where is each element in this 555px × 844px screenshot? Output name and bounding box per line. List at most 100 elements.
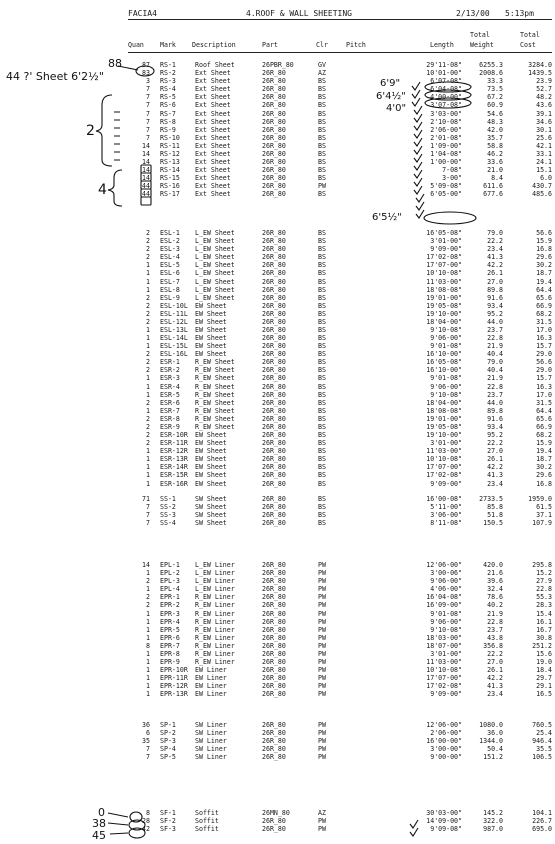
row-length: 9'10-08" (430, 326, 462, 334)
row-description: R_EW Sheet (195, 398, 235, 407)
row-part: 26R_80 (262, 293, 286, 302)
row-description: SW Liner (195, 753, 227, 762)
row-quan: 1 (146, 374, 150, 383)
row-length: 19'05-08" (426, 422, 462, 431)
row-weight: 21.9 (487, 609, 503, 618)
row-cost: 25.4 (536, 729, 552, 738)
column-header-rule (128, 52, 552, 53)
row-weight: 95.2 (487, 431, 503, 439)
row-cost: 30.2 (536, 261, 552, 270)
row-cost: 15.7 (536, 342, 552, 351)
row-description: L_EW Sheet (195, 253, 235, 262)
row-quan: 6 (146, 729, 150, 738)
row-quan: 2 (146, 431, 150, 439)
table-row: 1 ESL-5 L_EW Sheet 26R_80 BS 17'07-00" 42.2 30.… (0, 262, 555, 270)
row-clr: BS (318, 237, 326, 246)
row-mark: SP-4 (160, 745, 176, 754)
row-length: 19'10-00" (426, 309, 462, 318)
row-clr: BS (318, 479, 326, 488)
row-quan: 7 (146, 117, 150, 126)
row-weight: 33.6 (487, 158, 503, 166)
row-cost: 29.7 (536, 674, 552, 683)
row-cost: 16.8 (536, 479, 552, 488)
row-weight: 39.6 (487, 577, 503, 586)
row-weight: 73.5 (487, 85, 503, 94)
row-mark: RS-5 (160, 93, 176, 102)
row-part: 26R_80 (262, 585, 286, 594)
row-length: 5'09-08" (430, 182, 462, 191)
row-clr: AZ (318, 809, 326, 817)
row-mark: RS-12 (160, 149, 180, 158)
row-part: 26R_80 (262, 519, 286, 528)
row-quan: 1 (146, 447, 150, 456)
row-length: 17'07-00" (426, 463, 462, 472)
row-length: 19'01-00" (426, 414, 462, 423)
row-length: 3'01-00" (430, 439, 462, 448)
table-row: 1 ESR-7 R_EW Sheet 26R_80 BS 18'08-08" 89.8 64.… (0, 408, 555, 416)
row-weight: 356.8 (483, 641, 503, 650)
row-clr: PW (318, 825, 326, 834)
row-part: 26R_80 (262, 133, 286, 142)
row-cost: 30.1 (536, 125, 552, 134)
row-part: 26R_80 (262, 390, 286, 399)
row-part: 26R_80 (262, 261, 286, 270)
table-row: 1 EPR-3 R_EW Liner 26R_80 PW 9'01-08" 21.9 15.4 (0, 609, 555, 619)
row-weight: 91.6 (487, 293, 503, 302)
row-weight: 8.4 (491, 174, 503, 183)
table-row: 6 SP-2 SW Liner 26R_80 PW 2'06-00" 36.0 25.4 (0, 730, 555, 738)
row-part: 26R_80 (262, 245, 286, 254)
row-weight: 145.2 (483, 809, 503, 817)
row-length: 9'09-00" (430, 245, 462, 254)
row-length: 18'04-00" (426, 317, 462, 326)
row-quan: 2 (146, 358, 150, 367)
row-mark: SS-4 (160, 519, 176, 528)
row-quan: 1 (146, 585, 150, 594)
row-clr: PW (318, 729, 326, 738)
col-weight: Weight (470, 41, 494, 49)
row-quan: 1 (146, 649, 150, 658)
row-quan: 7 (146, 85, 150, 94)
row-length: 17'07-00" (426, 674, 462, 683)
row-quan: 1 (146, 479, 150, 488)
row-length: 18'08-08" (426, 285, 462, 294)
row-cost: 16.3 (536, 334, 552, 342)
row-quan: 14 (142, 561, 150, 569)
row-mark: SP-1 (160, 721, 176, 729)
row-cost: 107.9 (532, 519, 552, 528)
row-cost: 34.6 (536, 117, 552, 126)
row-mark: EPR-1 (160, 593, 180, 602)
note-soffit-0: 0 (98, 806, 105, 819)
row-part: 26R_80 (262, 641, 286, 650)
row-length: 5'11-00" (430, 503, 462, 512)
row-mark: RS-15 (160, 174, 180, 183)
row-part: 26R_80 (262, 190, 286, 199)
row-clr: PW (318, 182, 326, 191)
row-weight: 22.8 (487, 382, 503, 391)
row-mark: EPL-4 (160, 585, 180, 594)
table-row: 3 RS-3 Ext Sheet 26R_80 BS 6'07-08" 33.3 23.9 (0, 78, 555, 86)
row-weight: 22.2 (487, 237, 503, 246)
row-part: 26R_80 (262, 125, 286, 134)
row-description: R_EW Sheet (195, 390, 235, 399)
table-row: 2 ESR-1 R_EW Sheet 26R_80 BS 16'05-08" 79.0 56.… (0, 359, 555, 367)
table-row: 2 ESR-9 R_EW Sheet 26R_80 BS 19'05-08" 93.4 66.… (0, 424, 555, 432)
row-part: 26R_80 (262, 358, 286, 367)
table-row: 1 ESR-13R EW Sheet 26R_80 BS 10'10-08" 26.1 18.… (0, 456, 555, 464)
row-clr: BS (318, 85, 326, 94)
row-clr: BS (318, 277, 326, 286)
row-length: 16'09-00" (426, 601, 462, 610)
row-mark: ESR-2 (160, 366, 180, 375)
row-clr: BS (318, 414, 326, 423)
table-row: 1 ESR-4 R_EW Sheet 26R_80 BS 9'06-00" 22.8 16.3 (0, 382, 555, 392)
row-mark: ESR-6 (160, 398, 180, 407)
row-clr: BS (318, 503, 326, 512)
row-mark: EPR-11R (160, 674, 188, 683)
row-weight: 21.6 (487, 569, 503, 578)
row-weight: 2008.6 (479, 69, 503, 78)
row-quan: 1 (146, 390, 150, 399)
row-mark: EPR-7 (160, 641, 180, 650)
row-part: 26R_80 (262, 471, 286, 480)
row-clr: BS (318, 309, 326, 318)
row-weight: 51.8 (487, 511, 503, 520)
row-clr: PW (318, 690, 326, 699)
